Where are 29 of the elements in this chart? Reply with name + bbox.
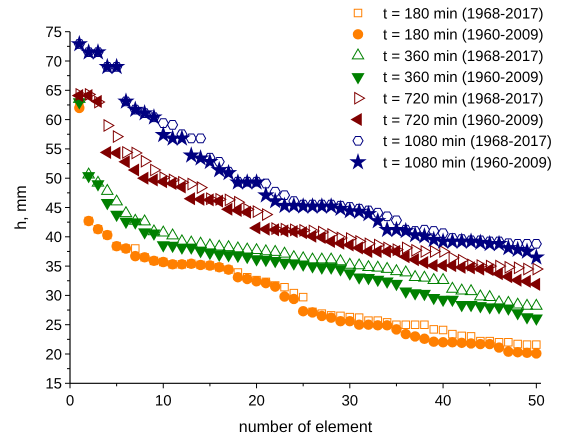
x-axis-title: number of element [238, 419, 373, 436]
y-axis-title: h, mm [13, 185, 30, 230]
y-tick-label: 45 [45, 200, 62, 217]
legend-label: t = 720 min (1968-2017) [383, 90, 544, 108]
x-tick-label: 40 [434, 392, 452, 410]
y-tick-label: 60 [45, 112, 62, 129]
y-tick-label: 65 [45, 82, 62, 100]
legend-label: t = 1080 min (1968-2017) [383, 133, 552, 150]
x-tick-label: 30 [341, 392, 358, 410]
y-tick-label: 20 [45, 346, 62, 364]
y-tick-label: 25 [45, 316, 62, 334]
y-tick-label: 75 [45, 24, 62, 41]
legend-label: t = 360 min (1960-2009) [383, 69, 544, 86]
y-tick-label: 15 [45, 376, 62, 393]
legend-label: t = 180 min (1968-2017) [383, 5, 544, 22]
y-tick-label: 55 [45, 141, 62, 158]
x-tick-label: 50 [528, 392, 545, 410]
x-tick-label: 10 [154, 392, 172, 410]
legend-label: t = 720 min (1960-2009) [383, 112, 544, 129]
y-tick-label: 50 [45, 170, 62, 188]
y-tick-label: 30 [45, 288, 62, 305]
legend-label: t = 360 min (1968-2017) [383, 48, 544, 65]
legend-label: t = 180 min (1960-2009) [383, 26, 544, 44]
x-tick-label: 20 [248, 392, 265, 410]
y-tick-label: 40 [45, 229, 62, 246]
legend-label: t = 1080 min (1960-2009) [383, 154, 552, 172]
x-tick-label: 0 [66, 392, 74, 410]
y-tick-label: 35 [45, 258, 62, 276]
y-tick-label: 70 [45, 53, 62, 70]
